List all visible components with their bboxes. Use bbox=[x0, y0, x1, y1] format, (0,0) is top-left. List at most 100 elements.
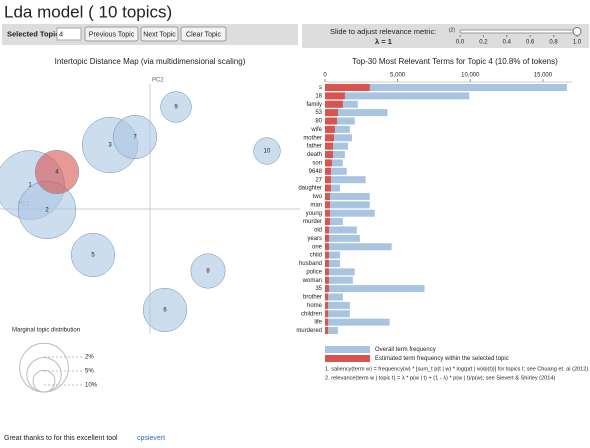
term-bar[interactable] bbox=[325, 176, 331, 184]
term-bar[interactable] bbox=[325, 134, 352, 142]
term-bar[interactable] bbox=[325, 276, 353, 284]
term-label[interactable]: brother bbox=[303, 295, 322, 301]
term-label[interactable]: daughter bbox=[298, 186, 322, 192]
term-bar[interactable] bbox=[325, 151, 333, 159]
term-label[interactable]: s bbox=[319, 85, 322, 91]
term-label[interactable]: young bbox=[306, 211, 322, 217]
term-bar[interactable] bbox=[325, 192, 370, 200]
term-label[interactable]: police bbox=[306, 269, 322, 275]
term-bar[interactable] bbox=[325, 176, 366, 184]
term-bar[interactable] bbox=[325, 259, 340, 267]
term-bar[interactable] bbox=[325, 84, 370, 91]
term-bar[interactable] bbox=[325, 285, 425, 293]
term-label[interactable]: 53 bbox=[315, 110, 322, 116]
term-bar[interactable] bbox=[325, 109, 388, 117]
term-bar[interactable] bbox=[325, 226, 357, 234]
term-label[interactable]: child bbox=[310, 253, 322, 259]
term-bar[interactable] bbox=[325, 301, 350, 309]
button[interactable] bbox=[84, 26, 139, 42]
term-bar[interactable] bbox=[325, 268, 329, 276]
term-label[interactable]: 18 bbox=[315, 93, 322, 99]
term-bar[interactable] bbox=[325, 259, 329, 267]
term-bar[interactable] bbox=[325, 209, 330, 217]
term-bar[interactable] bbox=[325, 268, 355, 276]
term-bar[interactable] bbox=[325, 184, 340, 192]
term-bar[interactable] bbox=[325, 243, 329, 251]
slider-track[interactable] bbox=[459, 29, 578, 34]
term-bar[interactable] bbox=[325, 226, 329, 234]
term-bar[interactable] bbox=[325, 201, 330, 209]
term-label[interactable]: 35 bbox=[315, 286, 322, 292]
term-label[interactable]: wife bbox=[310, 127, 322, 133]
term-bar[interactable] bbox=[325, 218, 343, 226]
term-label[interactable]: woman bbox=[302, 278, 322, 284]
term-bar[interactable] bbox=[325, 100, 343, 108]
term-bar[interactable] bbox=[325, 92, 470, 100]
term-bar[interactable] bbox=[325, 209, 375, 217]
term-label[interactable]: 9648 bbox=[309, 169, 323, 175]
button[interactable] bbox=[180, 26, 227, 42]
term-label[interactable]: children bbox=[301, 311, 322, 317]
term-bar[interactable] bbox=[325, 327, 329, 335]
term-label[interactable]: husband bbox=[299, 261, 322, 267]
term-bar[interactable] bbox=[325, 293, 329, 301]
term-bar[interactable] bbox=[325, 117, 337, 125]
term-bar[interactable] bbox=[325, 125, 335, 133]
term-bar[interactable] bbox=[325, 251, 329, 259]
term-bar[interactable] bbox=[325, 109, 338, 117]
topic-circle[interactable] bbox=[112, 114, 158, 160]
term-bar[interactable] bbox=[325, 318, 329, 326]
term-bar[interactable] bbox=[325, 142, 348, 150]
term-bar[interactable] bbox=[325, 159, 343, 167]
term-bar[interactable] bbox=[325, 243, 392, 251]
term-bar[interactable] bbox=[325, 218, 330, 226]
term-bar[interactable] bbox=[325, 251, 340, 259]
term-label[interactable]: man bbox=[310, 202, 322, 208]
term-bar[interactable] bbox=[325, 234, 360, 242]
term-label[interactable]: years bbox=[307, 236, 322, 242]
term-bar[interactable] bbox=[325, 125, 350, 133]
topic-circle[interactable] bbox=[160, 91, 192, 123]
term-bar[interactable] bbox=[325, 117, 355, 125]
term-label[interactable]: two bbox=[313, 194, 323, 200]
term-label[interactable]: family bbox=[306, 102, 322, 108]
button-label[interactable]: Previous Topic bbox=[89, 31, 135, 38]
term-bar[interactable] bbox=[325, 310, 350, 318]
term-bar[interactable] bbox=[325, 293, 343, 301]
term-bar[interactable] bbox=[325, 134, 335, 142]
term-label[interactable]: home bbox=[307, 303, 323, 309]
term-bar[interactable] bbox=[325, 201, 370, 209]
button[interactable] bbox=[140, 26, 179, 42]
topic-input[interactable] bbox=[56, 27, 82, 41]
term-bar[interactable] bbox=[325, 142, 333, 150]
term-bar[interactable] bbox=[325, 84, 567, 91]
term-label[interactable]: life bbox=[314, 320, 322, 326]
term-bar[interactable] bbox=[325, 310, 329, 318]
topic-circle[interactable] bbox=[142, 287, 188, 333]
term-label[interactable]: old bbox=[314, 228, 322, 234]
term-label[interactable]: death bbox=[307, 152, 322, 158]
term-label[interactable]: mother bbox=[303, 135, 322, 141]
term-label[interactable]: 27 bbox=[315, 177, 322, 183]
slider-handle[interactable] bbox=[572, 27, 582, 36]
term-bar[interactable] bbox=[325, 151, 345, 159]
term-label[interactable]: 80 bbox=[315, 119, 322, 125]
term-bar[interactable] bbox=[325, 184, 331, 192]
button-label[interactable]: Clear Topic bbox=[186, 31, 221, 38]
footer-link[interactable]: cpsievert bbox=[137, 435, 165, 442]
term-bar[interactable] bbox=[325, 301, 329, 309]
topic-circle[interactable] bbox=[34, 149, 80, 195]
term-label[interactable]: father bbox=[307, 144, 322, 150]
term-bar[interactable] bbox=[325, 167, 331, 175]
term-label[interactable]: murdered bbox=[296, 328, 322, 334]
term-label[interactable]: son bbox=[312, 160, 322, 166]
term-label[interactable]: one bbox=[312, 244, 323, 250]
term-bar[interactable] bbox=[325, 234, 329, 242]
term-bar[interactable] bbox=[325, 285, 329, 293]
term-bar[interactable] bbox=[325, 167, 347, 175]
term-bar[interactable] bbox=[325, 318, 390, 326]
term-label[interactable]: murder bbox=[303, 219, 322, 225]
term-bar[interactable] bbox=[325, 327, 338, 335]
topic-input-value[interactable]: 4 bbox=[59, 29, 63, 38]
topic-circle[interactable] bbox=[70, 232, 116, 278]
